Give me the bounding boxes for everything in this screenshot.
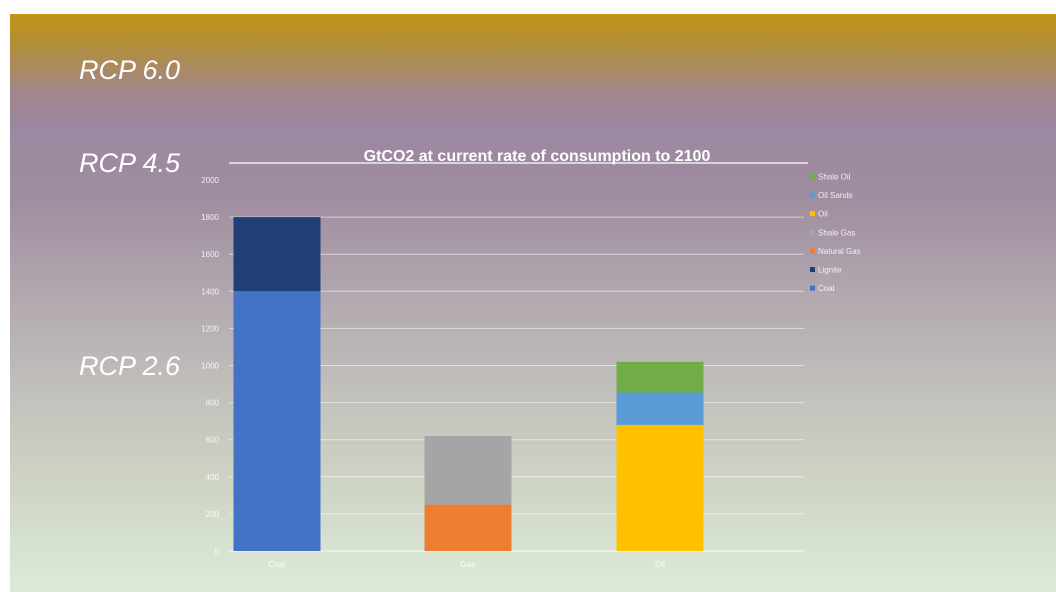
y-tick-label: 400	[206, 473, 220, 482]
legend-swatch	[810, 229, 815, 235]
y-tick-label: 600	[206, 436, 220, 445]
y-tick-label: 1000	[201, 362, 219, 371]
legend-label: Coal	[818, 284, 835, 293]
x-category-label: Oil	[655, 560, 665, 569]
gridlines	[229, 216, 804, 552]
bar-segment	[424, 504, 512, 551]
bars	[233, 217, 704, 551]
y-tick-label: 800	[206, 399, 220, 408]
y-tick-label: 0	[215, 547, 220, 556]
bar-segment	[616, 392, 704, 425]
y-tick-label: 2000	[201, 176, 219, 185]
slide-background	[10, 14, 1056, 592]
bar-segment	[233, 217, 321, 292]
bar-segment	[424, 435, 512, 505]
x-category-label: Coal	[269, 560, 286, 569]
bar-segment	[616, 424, 704, 551]
rcp-6-0-label: RCP 6.0	[79, 55, 181, 85]
y-tick-label: 1800	[201, 213, 219, 222]
bar-segment	[233, 291, 321, 551]
legend-swatch	[810, 211, 815, 217]
y-tick-label: 200	[206, 510, 220, 519]
legend-swatch	[810, 192, 815, 198]
legend-swatch	[810, 248, 815, 254]
axis-labels: 0 200 400 600 800 1000 1200 1400 1600 1800 2000 Coa…	[201, 176, 665, 569]
legend-swatch	[810, 285, 815, 291]
legend-label: Lignite	[818, 266, 842, 275]
chart-title: GtCO2 at current rate of consumption to …	[364, 148, 711, 165]
y-tick-label: 1200	[201, 324, 219, 333]
rcp-4-5-label: RCP 4.5	[79, 148, 181, 178]
rcp-2-6-label: RCP 2.6	[79, 351, 181, 381]
y-tick-label: 1400	[201, 287, 219, 296]
legend: Shale Oil Oil Sands Oil Shale Gas Natural Ga…	[810, 173, 861, 293]
legend-label: Natural Gas	[818, 247, 861, 256]
legend-label: Shale Oil	[818, 173, 851, 182]
x-category-label: Gas	[461, 560, 476, 569]
legend-swatch	[810, 174, 815, 179]
bar-segment	[616, 361, 704, 393]
legend-label: Oil Sands	[818, 191, 853, 200]
y-tick-label: 1600	[201, 250, 219, 259]
legend-swatch	[810, 267, 815, 272]
legend-label: Shale Gas	[818, 228, 855, 237]
legend-label: Oil	[818, 210, 828, 219]
